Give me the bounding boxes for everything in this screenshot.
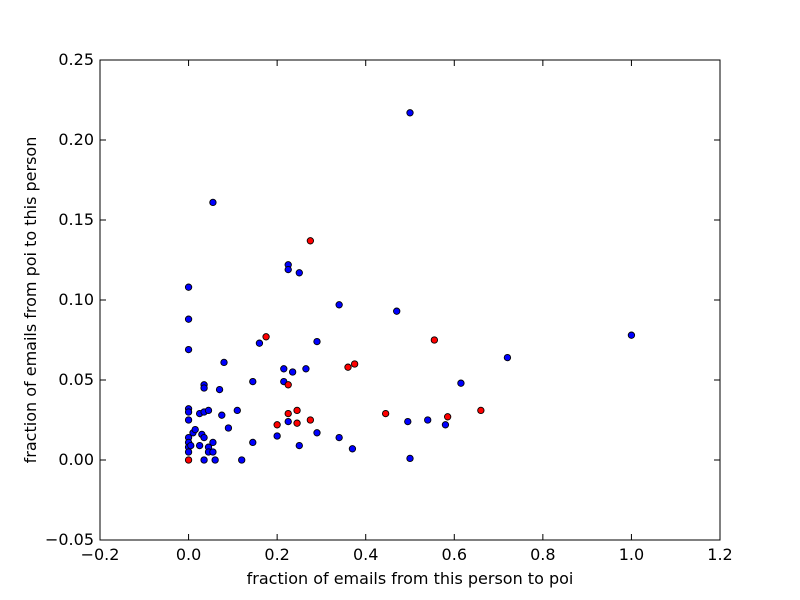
scatter-point (284, 265, 292, 274)
data-points (184, 109, 636, 464)
scatter-point (238, 456, 246, 464)
scatter-point (184, 315, 193, 323)
scatter-point (249, 377, 257, 386)
scatter-point (211, 456, 219, 464)
scatter-point (293, 419, 301, 427)
x-tick-label: 1.2 (707, 545, 732, 564)
scatter-point (195, 441, 204, 450)
scatter-point (184, 456, 193, 464)
scatter-point (284, 409, 292, 418)
scatter-point (393, 307, 401, 315)
x-tick-label: 0.6 (442, 545, 467, 564)
scatter-point (284, 381, 292, 389)
scatter-point (284, 417, 292, 426)
scatter-point (477, 406, 485, 415)
scatter-point (503, 353, 512, 362)
scatter-point (220, 358, 228, 367)
x-axis-ticks: −0.2 0.0 0.2 0.4 0.6 0.8 1.0 1.2 (81, 60, 733, 564)
scatter-point (306, 237, 315, 245)
scatter-point (184, 283, 193, 291)
scatter-point (313, 337, 321, 346)
scatter-point (280, 365, 288, 373)
scatter-point (224, 424, 233, 432)
scatter-point (302, 365, 310, 373)
y-tick-label: 0.05 (58, 370, 94, 389)
scatter-point (273, 421, 281, 429)
scatter-point (424, 416, 432, 424)
y-tick-label: 0.00 (58, 450, 94, 469)
scatter-point (457, 379, 465, 387)
scatter-point (255, 339, 264, 347)
scatter-point (441, 421, 450, 429)
y-axis-label: fraction of emails from poi to this pers… (21, 137, 40, 464)
scatter-point (204, 406, 213, 415)
scatter-point (187, 441, 195, 450)
scatter-point (209, 448, 217, 456)
y-tick-label: 0.25 (58, 50, 94, 69)
scatter-point (209, 198, 217, 207)
y-tick-label: −0.05 (45, 530, 94, 549)
scatter-point (262, 333, 270, 341)
x-tick-label: 0.8 (530, 545, 555, 564)
x-tick-label: 0.0 (176, 545, 201, 564)
scatter-point (233, 406, 241, 415)
scatter-point (306, 416, 315, 424)
scatter-point (335, 433, 343, 442)
x-tick-label: −0.2 (81, 545, 120, 564)
scatter-point (348, 445, 357, 453)
scatter-point (249, 438, 257, 447)
scatter-point (313, 429, 321, 437)
y-tick-label: 0.10 (58, 290, 94, 309)
scatter-point (200, 384, 208, 392)
scatter-point (184, 345, 193, 354)
x-tick-label: 0.4 (353, 545, 378, 564)
scatter-point (184, 416, 193, 424)
scatter-point (184, 448, 193, 456)
y-tick-label: 0.20 (58, 130, 94, 149)
scatter-point (273, 432, 281, 440)
scatter-point (191, 425, 199, 434)
scatter-point (288, 368, 297, 376)
scatter-point (295, 441, 303, 450)
scatter-point (200, 433, 208, 442)
x-tick-label: 1.0 (619, 545, 644, 564)
scatter-point (293, 406, 301, 415)
scatter-point (200, 456, 208, 464)
scatter-point (209, 438, 217, 447)
scatter-point (404, 417, 412, 426)
scatter-point (184, 408, 193, 416)
scatter-point (218, 411, 226, 419)
scatter-point (350, 360, 359, 368)
scatter-point (335, 301, 343, 309)
scatter-point (344, 363, 352, 371)
scatter-point (406, 109, 414, 117)
scatter-point (406, 454, 414, 463)
scatter-point (295, 269, 303, 277)
scatter-point (443, 413, 452, 421)
scatter-point (430, 336, 439, 344)
plot-background (100, 60, 720, 540)
y-tick-label: 0.15 (58, 210, 94, 229)
y-axis-ticks: −0.05 0.00 0.05 0.10 0.15 0.20 0.25 (45, 50, 720, 549)
scatter-point (627, 331, 636, 339)
x-axis-label: fraction of emails from this person to p… (247, 569, 574, 588)
x-tick-label: 0.2 (264, 545, 289, 564)
scatter-point (215, 385, 224, 394)
scatter-point (381, 409, 390, 418)
